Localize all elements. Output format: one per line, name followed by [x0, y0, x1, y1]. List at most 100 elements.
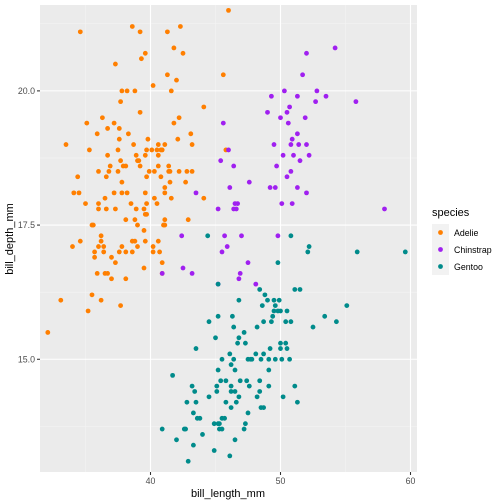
point-gentoo — [288, 233, 294, 239]
point-adelie — [101, 244, 107, 249]
point-gentoo — [257, 287, 263, 292]
point-adelie — [102, 195, 108, 201]
legend-label-gentoo: Gentoo — [454, 262, 483, 272]
point-adelie — [152, 169, 157, 174]
point-chinstrap — [193, 190, 199, 196]
point-adelie — [158, 174, 164, 180]
point-gentoo — [183, 426, 189, 432]
point-adelie — [178, 24, 183, 29]
point-adelie — [98, 238, 104, 244]
legend-label-adelie: Adelie — [454, 228, 479, 238]
point-gentoo — [267, 346, 273, 351]
point-adelie — [132, 88, 138, 94]
point-adelie — [154, 147, 160, 153]
point-gentoo — [215, 367, 221, 373]
point-chinstrap — [353, 99, 359, 105]
point-chinstrap — [237, 270, 243, 276]
point-chinstrap — [332, 45, 338, 51]
point-adelie — [144, 174, 150, 180]
point-chinstrap — [233, 206, 239, 212]
point-chinstrap — [226, 147, 231, 153]
point-adelie — [96, 201, 101, 207]
legend-title: species — [432, 207, 470, 219]
point-adelie — [116, 126, 122, 131]
point-gentoo — [214, 389, 220, 394]
point-chinstrap — [304, 190, 309, 196]
point-adelie — [145, 136, 151, 142]
point-adelie — [141, 265, 147, 271]
point-gentoo — [245, 410, 251, 416]
y-tick-label: 15.0 — [18, 354, 35, 364]
point-adelie — [128, 201, 134, 207]
point-chinstrap — [284, 109, 290, 115]
point-adelie — [83, 201, 88, 207]
point-gentoo — [244, 378, 250, 384]
point-adelie — [133, 152, 139, 158]
x-tick-label: 60 — [406, 476, 416, 486]
point-gentoo — [231, 324, 237, 330]
point-gentoo — [334, 319, 339, 325]
point-chinstrap — [267, 185, 273, 190]
point-adelie — [105, 152, 110, 158]
point-adelie — [118, 303, 123, 308]
point-gentoo — [297, 287, 303, 292]
point-chinstrap — [236, 276, 242, 282]
point-gentoo — [279, 356, 285, 362]
point-chinstrap — [304, 142, 309, 147]
point-adelie — [226, 7, 231, 13]
point-gentoo — [227, 453, 233, 459]
point-chinstrap — [272, 185, 278, 190]
point-gentoo — [259, 303, 265, 308]
point-gentoo — [276, 297, 282, 303]
point-adelie — [96, 206, 101, 212]
point-gentoo — [170, 372, 176, 378]
point-adelie — [118, 158, 123, 164]
point-chinstrap — [295, 185, 300, 190]
y-tick-label: 17.5 — [18, 220, 35, 230]
point-gentoo — [283, 340, 289, 346]
point-adelie — [132, 217, 138, 223]
point-gentoo — [227, 351, 233, 357]
point-adelie — [162, 142, 168, 147]
point-chinstrap — [289, 201, 295, 207]
point-adelie — [162, 222, 168, 228]
point-adelie — [123, 249, 129, 255]
point-adelie — [129, 249, 135, 255]
point-adelie — [150, 83, 156, 88]
point-chinstrap — [288, 169, 294, 174]
point-gentoo — [278, 308, 283, 314]
point-gentoo — [254, 324, 260, 330]
point-adelie — [220, 72, 226, 78]
point-gentoo — [262, 292, 268, 298]
point-chinstrap — [285, 120, 291, 126]
point-adelie — [201, 104, 207, 110]
point-chinstrap — [279, 201, 285, 207]
point-gentoo — [265, 297, 270, 303]
point-gentoo — [184, 399, 190, 405]
point-adelie — [149, 147, 155, 153]
point-gentoo — [272, 303, 278, 308]
point-adelie — [116, 249, 122, 255]
point-gentoo — [288, 319, 294, 325]
point-adelie — [168, 88, 174, 94]
point-chinstrap — [289, 136, 295, 142]
point-chinstrap — [313, 99, 318, 105]
point-adelie — [124, 88, 130, 94]
legend-items: Adelie Chinstrap Gentoo — [432, 224, 492, 275]
point-gentoo — [206, 319, 212, 325]
point-adelie — [90, 222, 96, 228]
point-adelie — [162, 190, 168, 196]
point-gentoo — [192, 389, 198, 394]
point-gentoo — [354, 249, 360, 255]
point-chinstrap — [159, 270, 165, 276]
point-adelie — [152, 195, 157, 201]
point-adelie — [119, 190, 125, 196]
point-gentoo — [218, 378, 224, 384]
point-adelie — [125, 131, 131, 137]
point-adelie — [107, 163, 113, 169]
point-adelie — [174, 77, 179, 83]
point-adelie — [142, 50, 148, 56]
point-chinstrap — [180, 265, 186, 271]
y-tick-label: 20.0 — [18, 86, 35, 96]
point-chinstrap — [224, 244, 230, 249]
